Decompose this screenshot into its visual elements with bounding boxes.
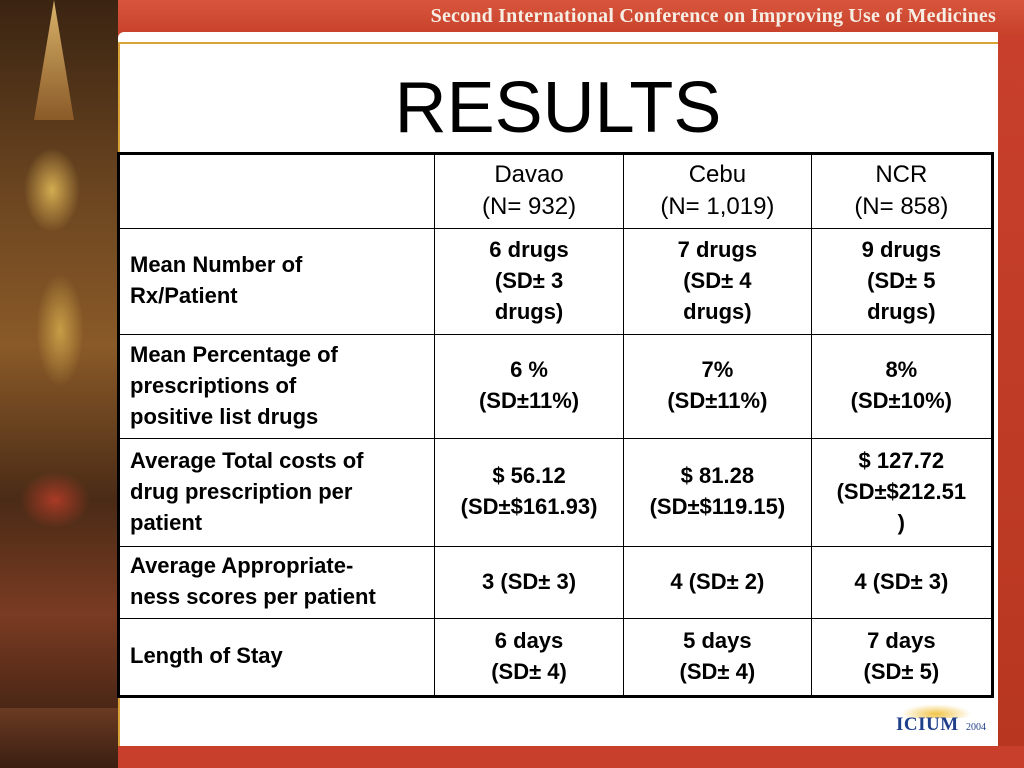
- cell-value: 4 (SD± 2): [670, 568, 765, 594]
- row-label-line: Mean Number of: [130, 252, 303, 278]
- cell-value: 5 days: [683, 627, 752, 653]
- temple-spire-decoration: [34, 0, 74, 120]
- cell-sd: (SD± 4): [679, 658, 756, 684]
- results-table: Davao (N= 932) Cebu (N= 1,019) NCR (N= 8…: [117, 152, 994, 698]
- cell-sd: (SD±11%): [478, 388, 580, 414]
- bottom-border-decoration: [118, 746, 1024, 768]
- row-label-line: Mean Percentage of: [130, 342, 338, 368]
- logo-sunburst-icon: [880, 694, 992, 718]
- row-label-line: positive list drugs: [130, 403, 319, 429]
- table-cell: $ 127.72 (SD±$212.51 ): [810, 437, 994, 547]
- table-cell: 6 % (SD±11%): [433, 333, 625, 439]
- row-label: Average Total costs of drug prescription…: [118, 437, 435, 547]
- cell-value: 8%: [885, 357, 918, 383]
- cell-value: 7 days: [867, 627, 936, 653]
- cell-sd-close: ): [897, 509, 905, 535]
- table-cell: 6 days (SD± 4): [433, 617, 625, 697]
- table-row-mean-percentage: Mean Percentage of prescriptions of posi…: [118, 333, 994, 439]
- table-header-row: Davao (N= 932) Cebu (N= 1,019) NCR (N= 8…: [118, 153, 994, 229]
- cell-sd-unit: drugs): [683, 298, 752, 324]
- table-row-average-cost: Average Total costs of drug prescription…: [118, 437, 994, 547]
- row-label: Mean Number of Rx/Patient: [118, 227, 435, 335]
- cell-sd: (SD±$119.15): [649, 494, 786, 520]
- row-label-line: Rx/Patient: [130, 283, 238, 309]
- cell-sd: (SD±$161.93): [460, 494, 598, 520]
- cell-value: 7 drugs: [677, 237, 758, 263]
- cell-sd: (SD± 4): [491, 658, 567, 684]
- cell-value: 7%: [701, 357, 734, 383]
- cell-sd: (SD± 3: [494, 267, 564, 293]
- table-cell: 4 (SD± 3): [810, 545, 994, 619]
- cell-value: $ 127.72: [858, 448, 945, 474]
- row-label-line: Length of Stay: [130, 643, 283, 669]
- column-sample-size: (N= 932): [482, 193, 577, 221]
- cell-sd: (SD± 5): [863, 658, 940, 684]
- cell-value: 6 days: [494, 627, 564, 653]
- column-sample-size: (N= 1,019): [660, 193, 775, 221]
- table-corner-cell: [118, 153, 435, 229]
- row-label-line: ness scores per patient: [130, 584, 376, 610]
- table-cell: 7 drugs (SD± 4 drugs): [623, 227, 812, 335]
- table-cell: 5 days (SD± 4): [623, 617, 812, 697]
- cell-value: 4 (SD± 3): [854, 568, 949, 594]
- row-label: Mean Percentage of prescriptions of posi…: [118, 333, 435, 439]
- cell-sd: (SD± 5: [867, 267, 936, 293]
- row-label: Length of Stay: [118, 617, 435, 697]
- table-row-length-of-stay: Length of Stay 6 days (SD± 4) 5 days (SD…: [118, 617, 994, 697]
- column-name: Cebu: [688, 161, 747, 188]
- table-cell: 7% (SD±11%): [623, 333, 812, 439]
- row-label-line: patient: [130, 509, 203, 535]
- temple-base-decoration: [0, 708, 118, 768]
- cell-sd: (SD± 4: [683, 267, 752, 293]
- row-label-line: prescriptions of: [130, 372, 297, 398]
- row-label-line: Average Total costs of: [130, 448, 364, 474]
- table-cell: $ 81.28 (SD±$119.15): [623, 437, 812, 547]
- table-cell: 3 (SD± 3): [433, 545, 625, 619]
- cell-sd: (SD±$212.51: [836, 478, 967, 504]
- cell-value: 9 drugs: [861, 237, 942, 263]
- row-label-line: drug prescription per: [130, 478, 353, 504]
- conference-title: Second International Conference on Impro…: [430, 5, 996, 27]
- slide-title: RESULTS: [394, 68, 722, 148]
- table-row-appropriateness: Average Appropriate- ness scores per pat…: [118, 545, 994, 619]
- logo-text: ICIUM: [896, 714, 959, 735]
- cell-sd: (SD±10%): [850, 388, 952, 414]
- cell-sd: (SD±11%): [667, 388, 768, 414]
- column-name: Davao: [494, 161, 564, 188]
- row-label-line: Average Appropriate-: [130, 553, 354, 579]
- cell-value: 6 drugs: [489, 237, 569, 263]
- table-cell: 6 drugs (SD± 3 drugs): [433, 227, 625, 335]
- cell-value: $ 81.28: [680, 463, 755, 489]
- table-cell: 7 days (SD± 5): [810, 617, 994, 697]
- column-name: NCR: [875, 161, 928, 188]
- column-header-cebu: Cebu (N= 1,019): [623, 153, 812, 229]
- cell-sd-unit: drugs): [867, 298, 936, 324]
- table-cell: 4 (SD± 2): [623, 545, 812, 619]
- cell-value: 6 %: [510, 357, 548, 383]
- right-border-decoration: [998, 36, 1024, 768]
- row-label: Average Appropriate- ness scores per pat…: [118, 545, 435, 619]
- column-sample-size: (N= 858): [854, 193, 949, 221]
- cell-value: 3 (SD± 3): [482, 568, 577, 594]
- table-cell: 8% (SD±10%): [810, 333, 994, 439]
- temple-decoration: [0, 0, 118, 768]
- column-header-davao: Davao (N= 932): [433, 153, 625, 229]
- table-cell: $ 56.12 (SD±$161.93): [433, 437, 625, 547]
- cell-value: $ 56.12: [492, 463, 566, 489]
- column-header-ncr: NCR (N= 858): [810, 153, 994, 229]
- icium-logo: ICIUM 2004: [880, 694, 992, 744]
- cell-sd-unit: drugs): [494, 298, 564, 324]
- table-cell: 9 drugs (SD± 5 drugs): [810, 227, 994, 335]
- logo-year: 2004: [966, 722, 986, 733]
- table-row-mean-rx: Mean Number of Rx/Patient 6 drugs (SD± 3…: [118, 227, 994, 335]
